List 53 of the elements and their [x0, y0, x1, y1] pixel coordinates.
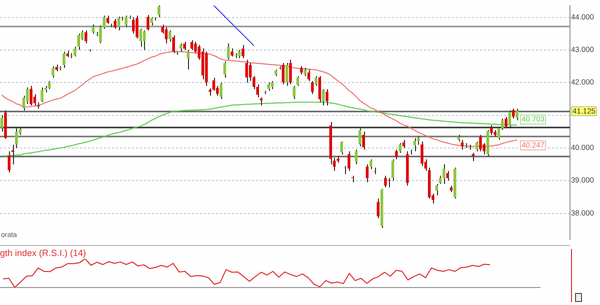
candlestick: [366, 164, 369, 183]
candlestick: [242, 44, 244, 59]
candlestick: [30, 85, 32, 106]
candlestick: [190, 40, 194, 50]
candlestick: [186, 49, 190, 70]
candlestick: [40, 87, 44, 103]
candlestick: [158, 5, 160, 18]
candlestick: [212, 77, 216, 92]
candlestick: [136, 15, 138, 40]
candlestick: [62, 51, 66, 68]
candlestick: [74, 46, 76, 57]
candlestick: [282, 62, 285, 85]
candlestick: [289, 59, 292, 85]
candlestick: [52, 66, 54, 78]
candlestick: [132, 16, 135, 34]
candlestick: [168, 30, 172, 42]
chart-title: gth index (R.S.I.) (14): [0, 248, 86, 258]
candlestick: [516, 108, 518, 121]
candlestick: [475, 140, 478, 152]
candlestick: [373, 167, 376, 175]
candlestick: [194, 41, 197, 54]
candlestick: [77, 33, 80, 50]
candlestick: [311, 80, 314, 95]
candlestick: [460, 139, 464, 150]
candlestick: [362, 131, 365, 150]
candlestick: [446, 170, 449, 182]
candlestick: [376, 198, 380, 219]
candlestick: [226, 42, 230, 60]
candlestick: [201, 48, 204, 80]
candlestick: [442, 164, 446, 184]
candlestick: [296, 76, 300, 86]
candlestick: [468, 144, 471, 150]
candlestick: [245, 59, 248, 84]
candlestick: [413, 138, 416, 152]
candlestick: [348, 150, 350, 172]
candlestick: [384, 175, 387, 188]
candlestick: [172, 34, 175, 54]
candlestick: [223, 60, 226, 78]
candlestick: [146, 14, 150, 31]
candlestick: [391, 158, 394, 182]
candlestick: [307, 69, 310, 82]
candlestick: [395, 149, 398, 160]
candlestick: [92, 24, 95, 34]
candlestick: [318, 76, 322, 103]
candlestick: [220, 82, 222, 100]
candlestick: [124, 15, 128, 28]
candlestick: [420, 140, 424, 166]
candlestick: [114, 18, 116, 30]
candlestick: [479, 134, 482, 152]
candlestick: [285, 62, 288, 86]
candlestick: [464, 142, 468, 148]
candlestick: [326, 88, 328, 106]
candlestick: [435, 183, 438, 196]
